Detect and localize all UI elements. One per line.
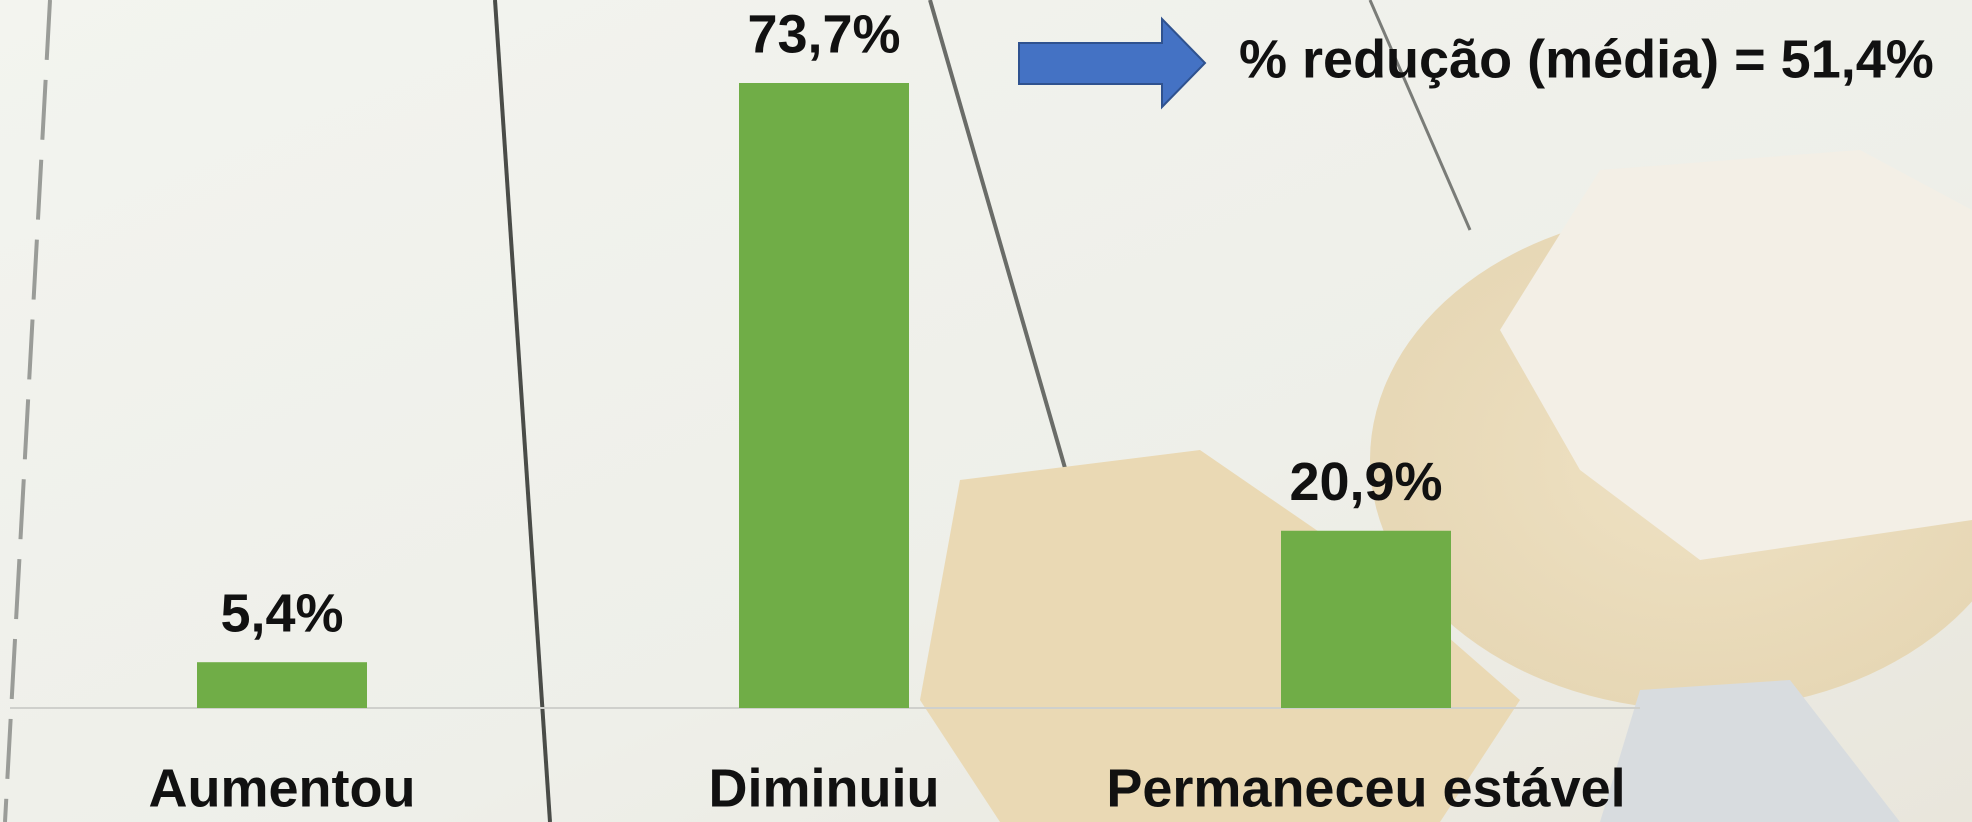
arrow [1018, 16, 1207, 110]
category-label: Permaneceu estável [1106, 758, 1625, 818]
category-label: Diminuiu [709, 758, 940, 818]
category-label: Aumentou [149, 758, 416, 818]
bar [1281, 530, 1451, 708]
value-label: 5,4% [220, 583, 343, 643]
bar [739, 83, 909, 708]
bar [197, 662, 367, 708]
value-label: 20,9% [1289, 452, 1442, 512]
value-label: 73,7% [747, 4, 900, 64]
annotation: % redução (média) = 51,4% [1239, 29, 1934, 89]
